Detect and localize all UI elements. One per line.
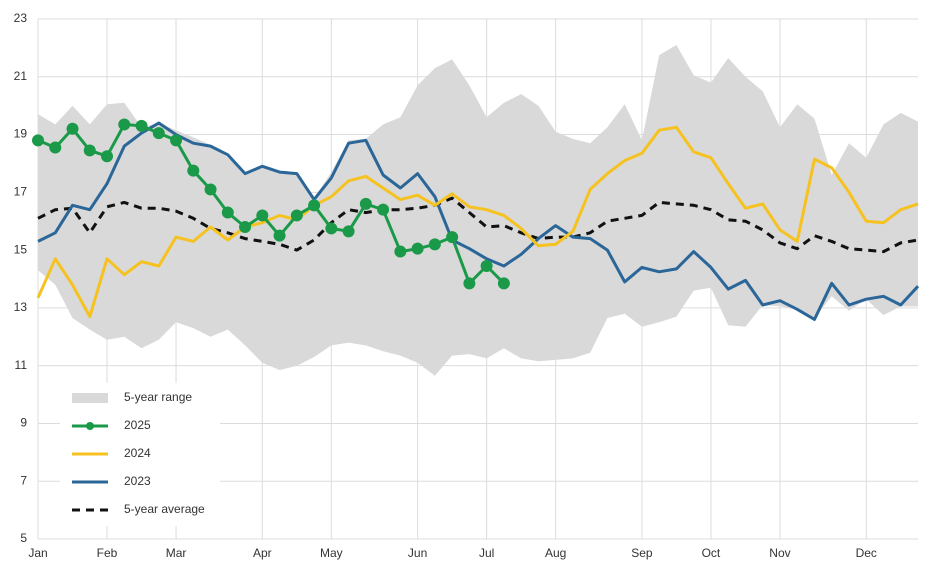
series-marker [411,242,424,255]
x-tick-label: Jul [479,546,494,560]
x-tick-label: Jan [28,546,47,560]
series-marker [221,206,234,219]
y-tick-label: 23 [14,11,28,25]
x-tick-label: Feb [97,546,118,560]
series-marker [83,144,96,157]
x-tick-label: Sep [631,546,653,560]
series-marker [463,277,476,290]
x-tick-label: Apr [253,546,272,560]
series-marker [359,197,372,210]
x-tick-label: May [320,546,343,560]
y-tick-label: 9 [20,416,27,430]
series-marker [428,238,441,251]
series-marker [187,164,200,177]
series-marker [118,118,131,131]
series-marker [377,203,390,216]
range-band [38,45,918,376]
y-tick-label: 11 [15,358,28,372]
x-tick-label: Nov [769,546,790,560]
series-line [37,122,505,285]
legend-label: 5-year range [124,390,192,404]
series-marker [497,277,510,290]
series-marker [32,134,44,147]
series-marker [239,221,252,233]
series-marker [135,119,148,132]
y-tick-label: 13 [14,300,28,314]
legend-label: 2023 [124,474,151,488]
legend-swatch [72,393,108,403]
series-marker [342,225,355,238]
legend: 5-year range 2025 2024 2023 5-year average [60,383,220,526]
y-tick-label: 21 [14,69,28,83]
series-marker [308,199,321,212]
series-marker [204,183,217,196]
series-marker [101,150,114,163]
series-marker [480,260,493,272]
y-tick-label: 19 [14,127,28,141]
series-marker [256,209,269,222]
x-tick-label: Aug [545,546,566,560]
series-marker [273,229,286,242]
legend-marker [86,422,94,430]
series-line [37,121,920,321]
y-tick-label: 5 [20,531,27,545]
series-marker [325,222,338,235]
series-marker [170,134,183,147]
series-marker [290,209,303,222]
legend-label: 2025 [124,418,151,432]
series-marker [49,141,62,154]
x-tick-label: Jun [408,546,427,560]
series-marker [66,122,79,135]
x-tick-label: Oct [702,546,721,560]
y-tick-label: 15 [14,242,28,256]
x-tick-label: Mar [166,546,187,560]
series-line [36,125,919,319]
x-tick-label: Dec [856,546,877,560]
y-tick-label: 17 [14,185,28,199]
legend-label: 2024 [124,446,151,460]
legend-label: 5-year average [124,502,205,516]
series-marker [152,127,165,140]
series-marker [446,231,459,244]
y-tick-label: 7 [20,473,27,487]
series-marker [394,245,407,258]
series-line [37,196,919,254]
